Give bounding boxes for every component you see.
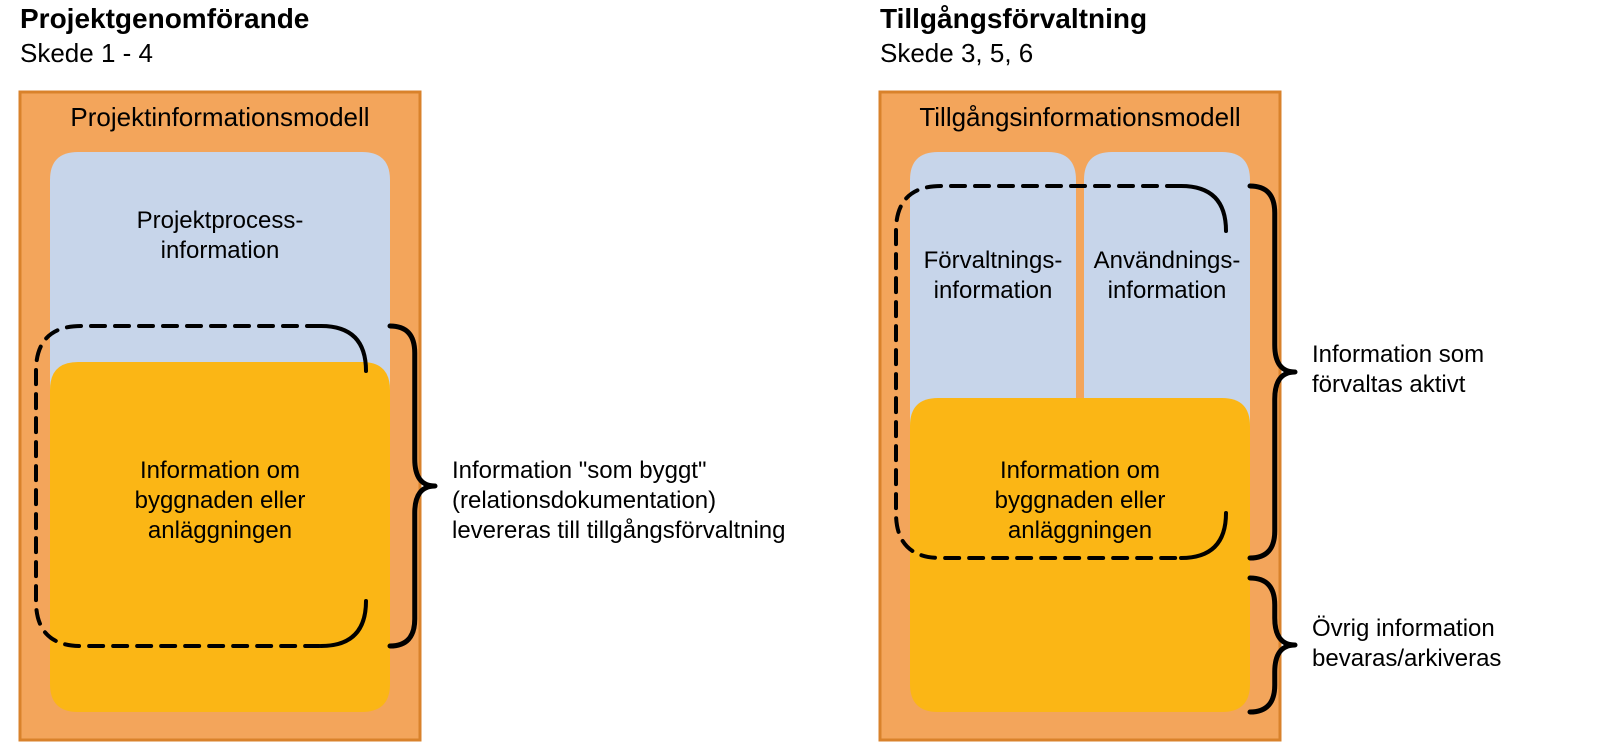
right-annotation-bottom: bevaras/arkiveras [1312,645,1501,672]
right-subheading: Skede 3, 5, 6 [880,38,1033,68]
left-subheading: Skede 1 - 4 [20,38,153,68]
right-heading: Tillgångsförvaltning [880,3,1147,34]
right-yellow-label: Information om [1000,457,1160,484]
right-blue-left-label: Förvaltnings- [924,247,1063,274]
right-annotation-bottom: Övrig information [1312,615,1495,642]
left-yellow-label: byggnaden eller [135,487,306,514]
right-blue-right-label: Användnings- [1094,247,1241,274]
right-blue-left-label: information [934,277,1053,304]
left-blue-label: Projektprocess- [137,207,304,234]
right-annotation-top: förvaltas aktivt [1312,371,1466,398]
right-yellow-label: anläggningen [1008,517,1152,544]
left-annotation: (relationsdokumentation) [452,487,716,514]
left-yellow-label: anläggningen [148,517,292,544]
left-annotation: levereras till tillgångsförvaltning [452,517,786,544]
right-annotation-top: Information som [1312,341,1484,368]
left-blue-label: information [161,237,280,264]
left-outer-title: Projektinformationsmodell [70,102,369,132]
right-blue-right-label: information [1108,277,1227,304]
left-yellow-label: Information om [140,457,300,484]
left-heading: Projektgenomförande [20,3,309,34]
right-yellow-label: byggnaden eller [995,487,1166,514]
right-outer-title: Tillgångsinformationsmodell [919,102,1240,132]
left-annotation: Information "som byggt" [452,457,706,484]
